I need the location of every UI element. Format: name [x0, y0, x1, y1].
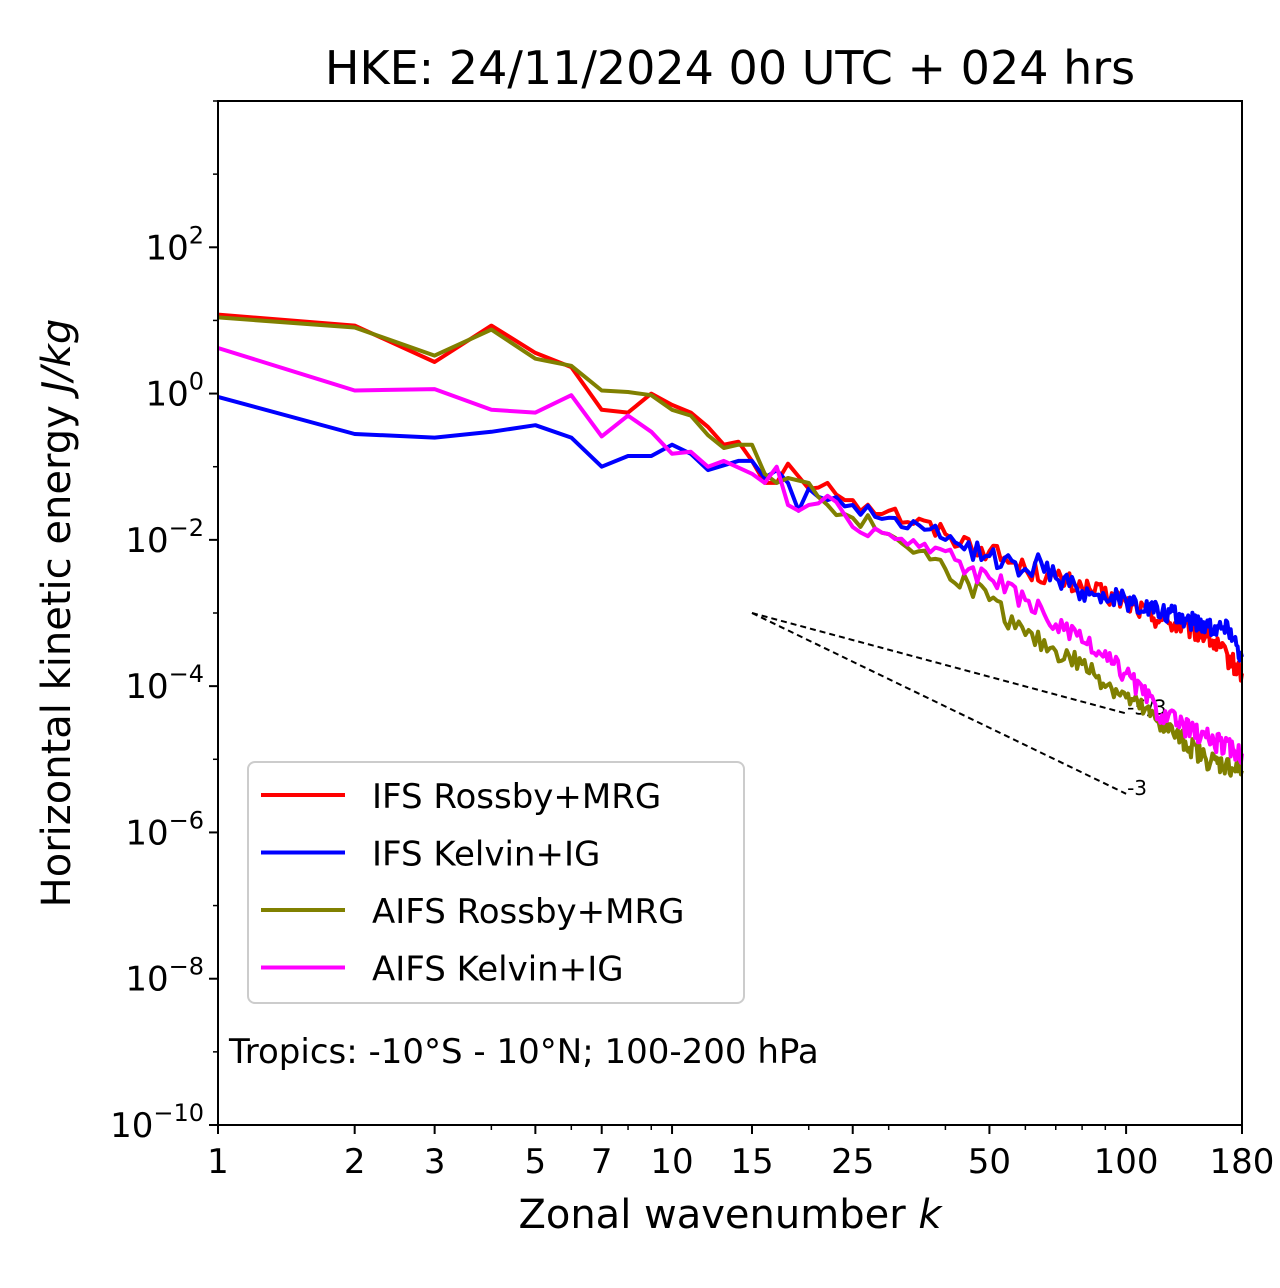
series-ifs-rossby-mrg [217, 312, 1244, 683]
region-annotation: Tropics: -10°S - 10°N; 100-200 hPa [228, 1032, 819, 1072]
y-tick-label: 100 [145, 368, 204, 415]
x-tick-label: 15 [730, 1142, 773, 1182]
x-tick-label: 25 [831, 1142, 874, 1182]
y-axis-label: Horizontal kinetic energy J/kg [34, 319, 80, 908]
y-tick-label: 10−4 [125, 660, 204, 707]
series-ifs-kelvin-ig [217, 394, 1244, 663]
spectrum-series [217, 312, 1244, 778]
x-tick-label: 10 [650, 1142, 693, 1182]
legend: IFS Rossby+MRG IFS Kelvin+IG AIFS Rossby+M… [247, 761, 745, 1004]
x-tick-label: 100 [1094, 1142, 1159, 1182]
y-tick-label: 102 [145, 221, 204, 268]
slope-line-5-3 [751, 612, 1127, 715]
x-tick-label: 180 [1210, 1142, 1275, 1182]
x-tick-label: 1 [207, 1142, 229, 1182]
slope-label-3: -3 [1127, 776, 1147, 800]
x-tick-label: 5 [525, 1142, 547, 1182]
y-axis-label-text: Horizontal kinetic energy [34, 393, 80, 908]
legend-label-ifs-kelvin-ig: IFS Kelvin+IG [372, 835, 600, 875]
x-axis-label: Zonal wavenumber k [518, 1192, 943, 1238]
y-tick-label: 10−2 [125, 514, 204, 561]
legend-box [247, 761, 745, 1004]
series-aifs-kelvin-ig [217, 346, 1244, 765]
y-axis-label-unit: J/kg [34, 319, 80, 400]
x-axis-label-variable: k [918, 1192, 943, 1238]
y-tick-label: 10−6 [125, 806, 204, 853]
x-tick-label: 2 [344, 1142, 366, 1182]
legend-label-aifs-kelvin-ig: AIFS Kelvin+IG [372, 950, 624, 990]
chart-title: HKE: 24/11/2024 00 UTC + 024 hrs [325, 41, 1135, 95]
x-tick-label: 3 [424, 1142, 446, 1182]
x-axis-label-text: Zonal wavenumber [518, 1192, 918, 1238]
x-tick-label: 7 [591, 1142, 613, 1182]
y-tick-label: 10−10 [110, 1099, 204, 1146]
y-axis: 102 100 10−2 10−4 10−6 10−8 10−10 [110, 100, 218, 1146]
x-tick-label: 50 [968, 1142, 1011, 1182]
y-tick-label: 10−8 [125, 953, 204, 1000]
legend-label-aifs-rossby-mrg: AIFS Rossby+MRG [372, 892, 684, 932]
legend-label-ifs-rossby-mrg: IFS Rossby+MRG [372, 777, 661, 817]
x-axis: 1 2 3 5 7 10 15 25 50 100 180 [207, 1125, 1274, 1182]
